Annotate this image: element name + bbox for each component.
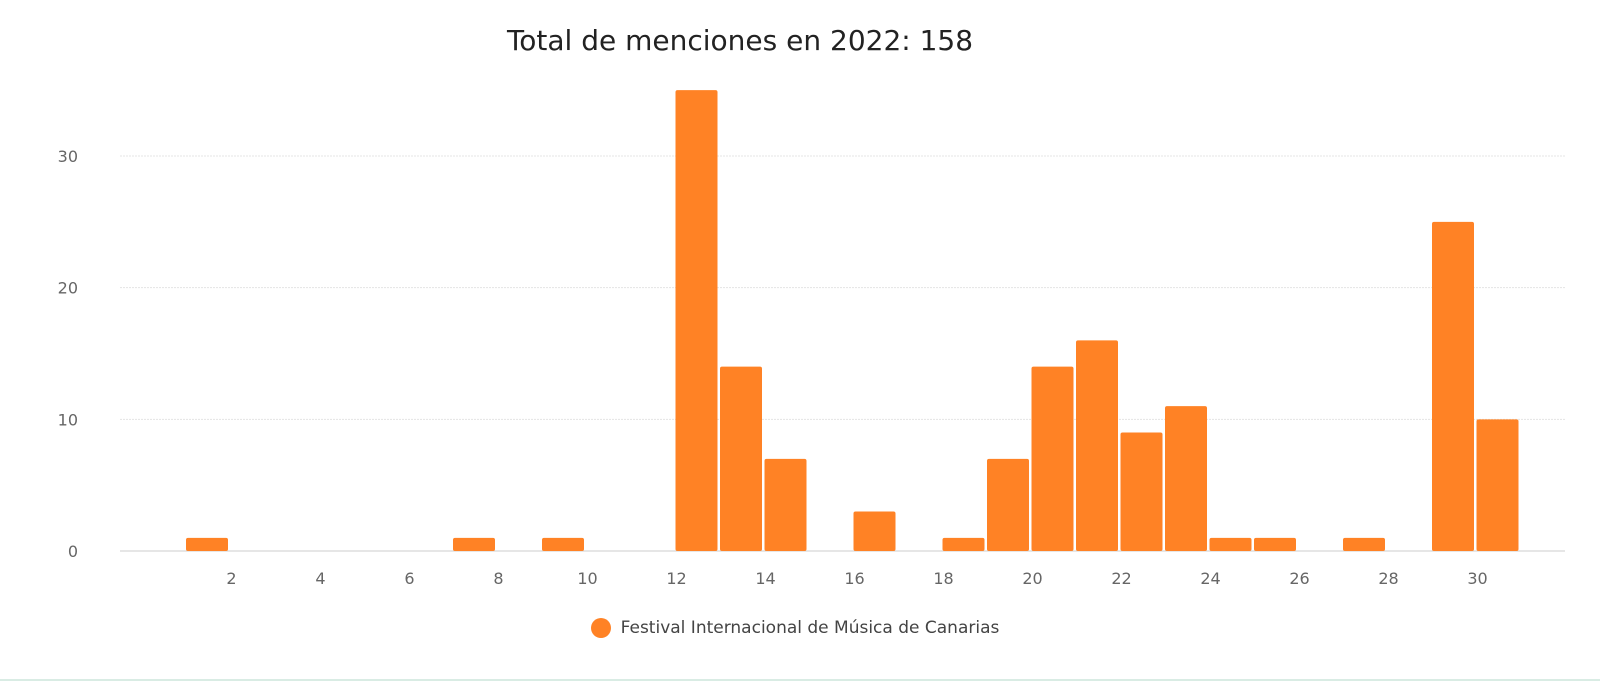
bar[interactable] (453, 537, 495, 551)
x-tick-label: 8 (493, 569, 503, 588)
chart-title: Total de menciones en 2022: 158 (506, 24, 974, 57)
x-tick-label: 16 (844, 569, 864, 588)
bar[interactable] (853, 511, 896, 552)
x-tick-label: 2 (226, 569, 236, 588)
y-tick-label: 20 (58, 279, 78, 298)
x-tick-label: 4 (315, 569, 325, 588)
x-tick-label: 28 (1378, 569, 1398, 588)
bar[interactable] (675, 90, 718, 552)
x-tick-label: 24 (1200, 569, 1220, 588)
x-tick-label: 18 (933, 569, 953, 588)
bar[interactable] (1031, 366, 1074, 551)
bar[interactable] (542, 537, 584, 551)
x-tick-label: 22 (1111, 569, 1131, 588)
x-tick-label: 14 (755, 569, 775, 588)
x-tick-label: 30 (1467, 569, 1487, 588)
x-tick-label: 12 (666, 569, 686, 588)
bar[interactable] (1432, 221, 1474, 552)
x-tick-label: 10 (577, 569, 597, 588)
bar[interactable] (1254, 537, 1296, 551)
bar[interactable] (764, 458, 807, 551)
y-tick-label: 30 (58, 147, 78, 166)
x-tick-label: 6 (404, 569, 414, 588)
legend[interactable]: Festival Internacional de Música de Cana… (0, 618, 1600, 638)
bar[interactable] (1209, 537, 1252, 551)
y-tick-label: 0 (68, 542, 78, 561)
bar[interactable] (1165, 406, 1207, 551)
bar[interactable] (720, 366, 762, 551)
x-tick-label: 20 (1022, 569, 1042, 588)
bottom-border (0, 679, 1600, 681)
bar[interactable] (1343, 537, 1385, 551)
x-tick-label: 26 (1289, 569, 1309, 588)
bar[interactable] (1076, 340, 1118, 551)
bar[interactable] (1476, 419, 1519, 551)
bar[interactable] (186, 537, 228, 551)
legend-label: Festival Internacional de Música de Cana… (620, 618, 1000, 638)
y-tick-label: 10 (58, 410, 78, 429)
legend-marker-icon (590, 618, 611, 638)
bar[interactable] (942, 537, 985, 551)
bar[interactable] (987, 458, 1029, 551)
bar[interactable] (1120, 432, 1163, 552)
